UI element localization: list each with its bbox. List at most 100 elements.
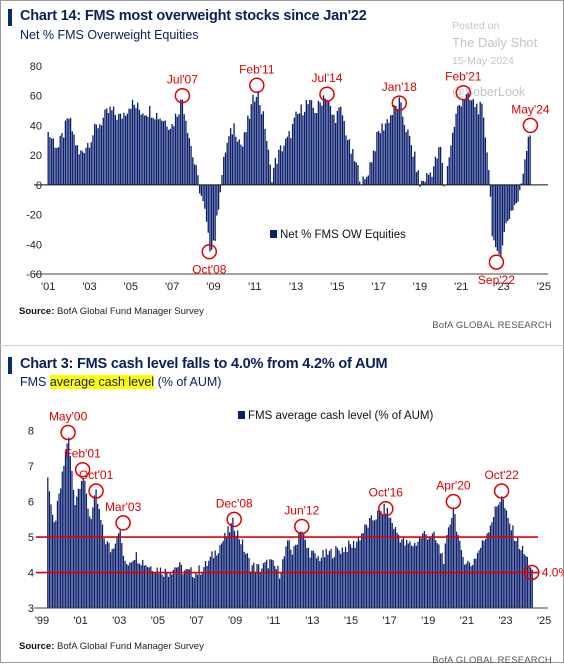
chart-14-bar: [181, 99, 184, 185]
chart-3-bar: [277, 565, 279, 608]
chart-3-bar: [114, 543, 117, 608]
chart-14-bar: [501, 184, 504, 246]
chart-14-bar: [93, 123, 96, 185]
chart-3-y-tick-label: 6: [28, 497, 34, 509]
chart-3-source-text: BofA Global Fund Manager Survey: [57, 641, 204, 652]
chart-14-bar: [56, 147, 58, 185]
chart-3-bar: [241, 539, 244, 608]
chart-3-bar: [373, 520, 376, 608]
chart-14-bar: [503, 184, 505, 232]
chart-3-bar: [488, 532, 490, 608]
chart-3-x-tick-label: '19: [421, 615, 435, 627]
chart-14-bar: [407, 129, 409, 185]
chart-14-bar: [78, 154, 80, 185]
chart-14-bar: [467, 92, 469, 185]
chart-3-bar: [200, 574, 202, 608]
chart-3-bar: [341, 547, 343, 608]
chart-3-bar: [51, 514, 54, 608]
chart-3-bar: [100, 519, 102, 608]
chart-3-bar: [472, 564, 474, 608]
chart-14-bar: [278, 149, 280, 185]
chart-3-bar: [510, 530, 512, 608]
chart-14-annotation-label: Jul'07: [167, 73, 198, 87]
chart-3-bar: [322, 550, 324, 608]
chart-3-bar: [385, 513, 387, 608]
chart-14-y-tick-label: 40: [30, 120, 42, 132]
chart-14-bar: [135, 108, 137, 185]
chart-3-bar: [468, 562, 471, 608]
chart-3-bar: [211, 551, 213, 608]
chart-14-bar: [462, 98, 464, 185]
chart-14-bar: [152, 117, 154, 185]
chart-14-bar: [162, 121, 165, 185]
chart-3-bar: [109, 552, 112, 608]
chart-3-panel: Chart 3: FMS cash level falls to 4.0% fr…: [0, 349, 564, 666]
chart-3-bar: [56, 500, 59, 608]
chart-14-bar: [157, 119, 160, 185]
chart-3-bar: [185, 569, 187, 608]
chart-3-bar: [151, 571, 154, 608]
chart-14-annotation-circle: [391, 95, 408, 111]
chart-14-annotation-circle: [488, 254, 505, 270]
chart-3-bar: [130, 562, 133, 608]
title-accent-bar: [8, 9, 12, 26]
chart-3-bar: [307, 547, 310, 608]
chart-14-bar: [111, 110, 113, 185]
chart-3-bar: [314, 553, 316, 608]
chart-3-bar: [332, 558, 334, 608]
chart-14-bar: [321, 105, 323, 185]
chart-14-brand: BofA GLOBAL RESEARCH: [432, 320, 552, 331]
chart-3-bar: [122, 555, 125, 608]
chart-3-bar: [296, 544, 298, 608]
chart-14-bar: [477, 114, 480, 185]
chart-14-bar: [247, 115, 249, 185]
chart-14-y-tick-label: -40: [26, 239, 42, 251]
chart-3-bar: [473, 558, 475, 608]
chart-3-bar: [124, 560, 126, 608]
chart-3-bar: [439, 553, 442, 608]
chart-3-annotation-label: May'00: [49, 410, 88, 424]
chart-3-annotation-circle: [88, 483, 104, 499]
chart-14-bar: [92, 135, 94, 185]
watermark-date: 15-May-2024: [452, 55, 514, 67]
chart-14-bar: [341, 115, 344, 185]
chart-3-bar: [253, 562, 255, 608]
chart-14-bar: [107, 113, 110, 185]
chart-14-bar: [500, 184, 502, 258]
chart-3-bar: [459, 540, 461, 608]
chart-14-bar: [207, 184, 209, 233]
chart-14-bar: [443, 184, 445, 187]
chart-3-bar: [492, 516, 495, 608]
chart-14-bar: [106, 108, 108, 185]
chart-3-bar: [159, 567, 162, 608]
chart-14-bar: [242, 146, 244, 185]
chart-3-bar: [423, 531, 426, 608]
chart-3-bar: [383, 503, 385, 608]
chart-14-bar: [83, 153, 86, 185]
chart-14-bar: [254, 101, 256, 185]
chart-3-bar: [145, 565, 147, 608]
chart-14-bar: [438, 147, 440, 185]
chart-3-bar: [496, 506, 498, 608]
chart-14-bar: [429, 172, 431, 185]
chart-3-annotation-label: Mar'03: [105, 500, 142, 514]
chart-3-x-tick-label: '99: [35, 615, 49, 627]
chart-14-bar: [102, 117, 104, 185]
chart-14-bar: [424, 181, 426, 185]
chart-14-y-tick-label: 80: [30, 61, 42, 73]
chart-14-bar: [90, 142, 92, 185]
chart-14-bar: [353, 161, 356, 185]
chart-3-bar: [261, 568, 263, 608]
chart-3-bar: [335, 546, 337, 608]
chart-14-bar: [338, 107, 340, 185]
chart-3-bar: [111, 549, 113, 608]
chart-3-bar: [452, 507, 454, 608]
chart-3-bar: [204, 561, 207, 608]
chart-3-bar: [311, 550, 313, 608]
chart-3-bar: [164, 568, 166, 608]
chart-14-bar: [140, 114, 142, 185]
chart-14-bar: [243, 132, 246, 185]
chart-3-bar: [196, 574, 199, 608]
chart-3-bar: [449, 524, 451, 608]
chart-3-bar: [254, 571, 257, 608]
